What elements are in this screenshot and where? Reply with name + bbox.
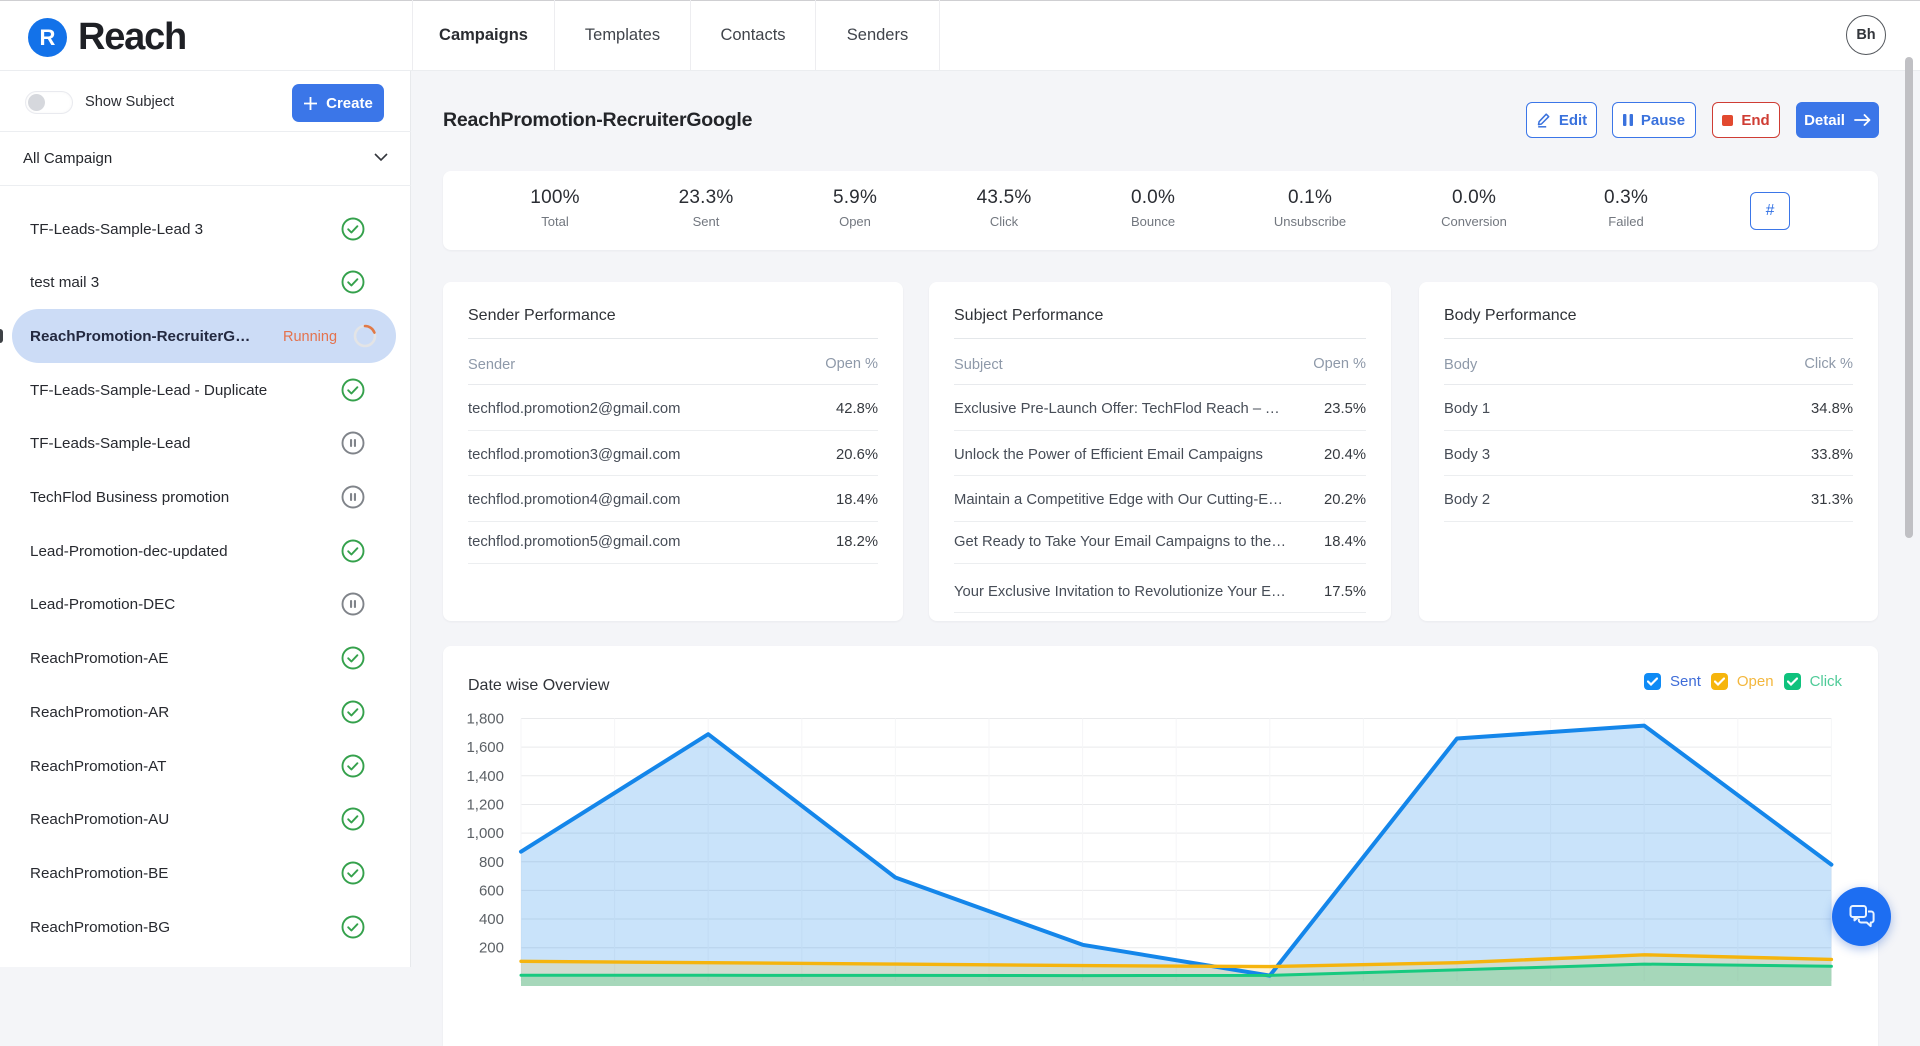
svg-text:1,400: 1,400 xyxy=(466,768,504,785)
svg-text:600: 600 xyxy=(479,882,504,899)
svg-text:1,800: 1,800 xyxy=(466,711,504,728)
svg-text:1,600: 1,600 xyxy=(466,739,504,756)
svg-text:1,200: 1,200 xyxy=(466,797,504,814)
svg-text:1,000: 1,000 xyxy=(466,825,504,842)
svg-text:400: 400 xyxy=(479,911,504,928)
svg-text:200: 200 xyxy=(479,940,504,957)
svg-text:800: 800 xyxy=(479,854,504,871)
